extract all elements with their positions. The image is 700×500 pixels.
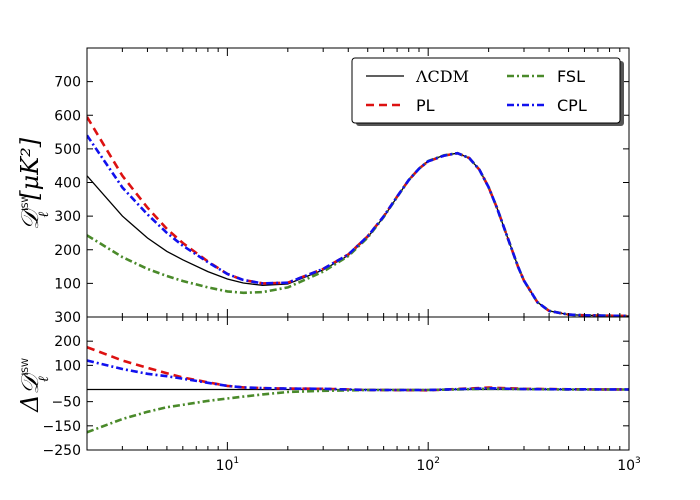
- top-ytick-label: 700: [54, 75, 81, 91]
- top-ytick-label: 600: [54, 108, 81, 124]
- top-panel: 100 200 300 400 500 600 700 𝒟ISWℓ[μK²] ΛCDM PL FSL…: [16, 47, 630, 318]
- top-ytick-label: 300: [54, 209, 81, 225]
- top-ytick-label: 400: [54, 176, 81, 192]
- bottom-ytick-label: −150: [43, 419, 81, 435]
- top-series-cpl-line: [87, 134, 629, 317]
- bottom-ytick-label: 100: [54, 358, 81, 374]
- bottom-ytick-label: −50: [51, 395, 81, 411]
- bottom-ytick-label: 200: [54, 334, 81, 350]
- top-ytick-label: 100: [54, 276, 81, 292]
- legend-label-cpl: CPL: [557, 96, 587, 115]
- legend-label-cdm: ΛCDM: [415, 67, 469, 86]
- legend: ΛCDM PL FSL CPL: [351, 57, 624, 126]
- bottom-series-fsl-line: [87, 387, 629, 434]
- top-y-axis-label: 𝒟ISWℓ[μK²]: [16, 137, 52, 230]
- bottom-ytick-label: 300: [54, 310, 81, 326]
- legend-box: [351, 57, 621, 124]
- xtick-label: 102: [416, 456, 440, 474]
- bottom-plot-frame: [86, 316, 630, 451]
- top-ytick-label: 200: [54, 243, 81, 259]
- bottom-y-axis-label: Δ𝒟ISWℓ: [16, 358, 52, 413]
- top-ytick-label: 500: [54, 142, 81, 158]
- legend-label-fsl: FSL: [557, 67, 585, 86]
- top-series-pl-line: [87, 116, 629, 317]
- xtick-label: 103: [617, 456, 641, 474]
- bottom-series-group: [87, 345, 629, 434]
- top-series-group: [87, 116, 629, 317]
- legend-label-pl: PL: [416, 96, 435, 115]
- top-series-cdm-line: [87, 152, 629, 317]
- xtick-label: 101: [216, 456, 240, 474]
- bottom-series-cpl-line: [87, 359, 629, 392]
- bottom-panel: −250 −150 −50 100 200 300 101 102 103 Δ𝒟ISWℓ: [16, 310, 641, 474]
- bottom-ytick-label: −250: [43, 443, 81, 459]
- bottom-series-pl-line: [87, 345, 629, 392]
- top-series-fsl-line: [87, 151, 629, 317]
